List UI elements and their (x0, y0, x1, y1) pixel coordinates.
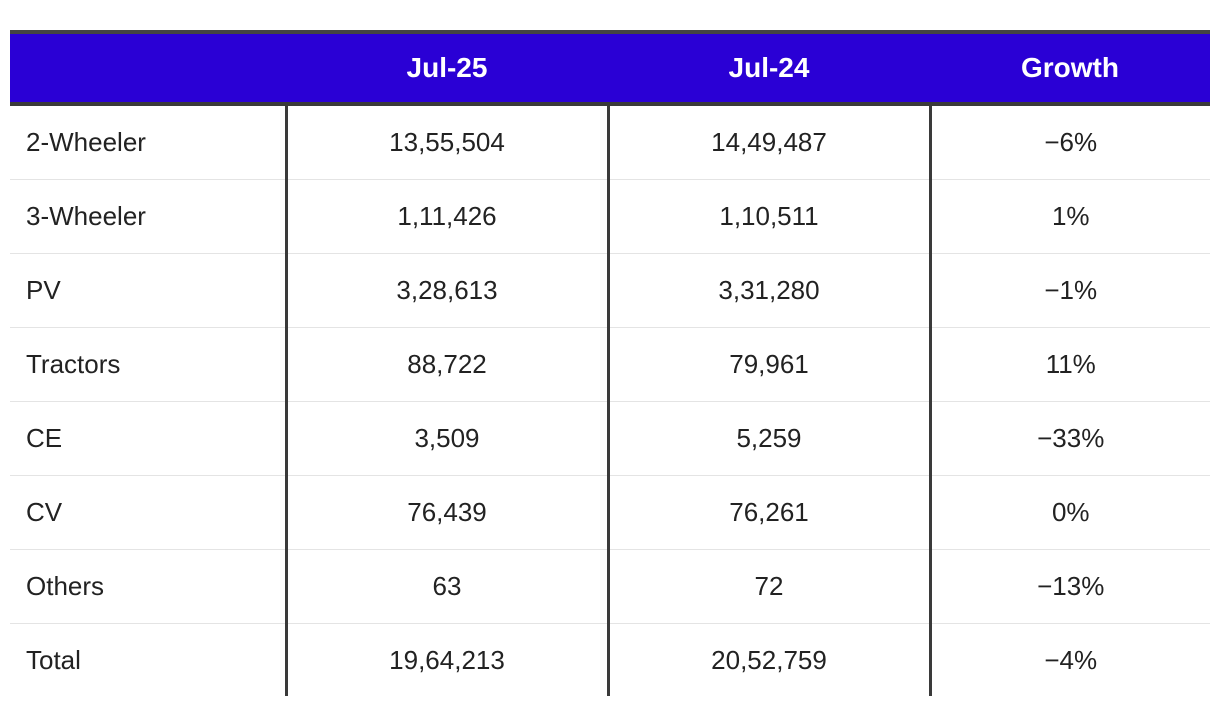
data-table-container: Jul-25 Jul-24 Growth 2-Wheeler 13,55,504 1… (10, 30, 1210, 696)
jul-24-value-cell: 79,961 (608, 327, 932, 402)
header-cell-label (10, 34, 286, 106)
table-body: 2-Wheeler 13,55,504 14,49,487 −6% 3-Wheeler 1… (10, 104, 1210, 696)
top-rule (10, 30, 1210, 34)
header-cell-jul-24: Jul-24 (608, 34, 930, 106)
row-label-cell: 3-Wheeler (10, 179, 288, 254)
jul-25-value-cell: 76,439 (286, 475, 610, 550)
table-row: Total 19,64,213 20,52,759 −4% (10, 623, 1210, 696)
row-label-cell: 2-Wheeler (10, 104, 288, 180)
row-label-cell: PV (10, 253, 288, 328)
sales-table: Jul-25 Jul-24 Growth 2-Wheeler 13,55,504 1… (10, 34, 1210, 696)
jul-24-value-cell: 14,49,487 (608, 104, 932, 180)
jul-25-value-cell: 63 (286, 549, 610, 624)
growth-value-cell: −1% (930, 253, 1210, 328)
jul-25-value-cell: 88,722 (286, 327, 610, 402)
growth-value-cell: −6% (930, 104, 1210, 180)
jul-24-value-cell: 72 (608, 549, 932, 624)
row-label-cell: CV (10, 475, 288, 550)
row-label-cell: CE (10, 401, 288, 476)
jul-25-value-cell: 1,11,426 (286, 179, 610, 254)
jul-25-value-cell: 3,28,613 (286, 253, 610, 328)
growth-value-cell: −13% (930, 549, 1210, 624)
header-cell-jul-25: Jul-25 (286, 34, 608, 106)
jul-24-value-cell: 20,52,759 (608, 623, 932, 696)
growth-value-cell: −4% (1044, 644, 1098, 675)
jul-25-value-cell: 3,509 (286, 401, 610, 476)
row-label-cell: Others (10, 549, 288, 624)
jul-24-value-cell: 5,259 (608, 401, 932, 476)
row-label-cell: Tractors (10, 327, 288, 402)
growth-value-cell: −33% (930, 401, 1210, 476)
growth-value-cell: 11% (930, 327, 1210, 402)
jul-25-value-cell: 19,64,213 (286, 623, 610, 696)
jul-25-value-cell: 13,55,504 (286, 104, 610, 180)
jul-24-value-cell: 1,10,511 (608, 179, 932, 254)
growth-value-cell: 1% (930, 179, 1210, 254)
table-row: PV 3,28,613 3,31,280 −1% (10, 253, 1210, 328)
table-row: 2-Wheeler 13,55,504 14,49,487 −6% (10, 104, 1210, 180)
table-row: Others 63 72 −13% (10, 549, 1210, 624)
jul-24-value-cell: 3,31,280 (608, 253, 932, 328)
table-row: CE 3,509 5,259 −33% (10, 401, 1210, 476)
table-row: Tractors 88,722 79,961 11% (10, 327, 1210, 402)
row-label-cell: Total (10, 623, 288, 696)
table-row: CV 76,439 76,261 0% (10, 475, 1210, 550)
header-row: Jul-25 Jul-24 Growth (10, 34, 1210, 106)
growth-value-cell: 0% (930, 475, 1210, 550)
jul-24-value-cell: 76,261 (608, 475, 932, 550)
header-cell-growth: Growth (930, 34, 1210, 106)
table-row: 3-Wheeler 1,11,426 1,10,511 1% (10, 179, 1210, 254)
